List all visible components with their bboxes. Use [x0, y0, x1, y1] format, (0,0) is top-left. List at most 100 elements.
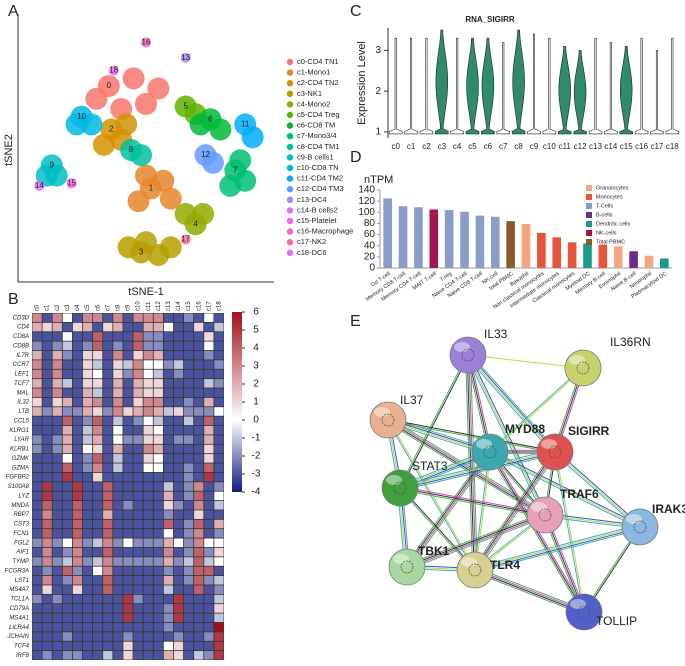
- network-edge: [475, 567, 586, 611]
- heatmap-cell: [163, 332, 174, 341]
- heatmap-cell: [72, 622, 83, 632]
- heatmap-cell: [183, 360, 194, 369]
- heatmap-cell: [143, 613, 153, 623]
- heatmap-cell: [42, 322, 52, 332]
- column-label: c8: [115, 304, 121, 311]
- heatmap-cell: [204, 500, 214, 510]
- y-tick-label: 20: [364, 251, 376, 262]
- network-edge: [555, 451, 586, 612]
- network-edge: [476, 453, 558, 572]
- heatmap-cell: [113, 482, 123, 491]
- heatmap-cell: [72, 454, 83, 463]
- heatmap-cell: [183, 594, 194, 604]
- heatmap-cell: [163, 444, 174, 454]
- heatmap-cell: [163, 388, 174, 398]
- heatmap-cell: [194, 454, 204, 463]
- heatmap-cell: [42, 332, 52, 341]
- column-label: c5: [85, 304, 91, 311]
- column-label: c17: [206, 301, 212, 311]
- heatmap-cell: [93, 397, 103, 407]
- x-tick-label: c7: [499, 142, 508, 151]
- network-edge: [468, 354, 477, 570]
- heatmap-cell: [214, 651, 224, 660]
- heatmap-cell: [72, 604, 83, 613]
- heatmap-cell: [214, 500, 224, 510]
- heatmap-cell: [42, 529, 52, 538]
- heatmap-cell: [163, 407, 174, 416]
- heatmap-cell: [32, 575, 42, 585]
- node-structure: [483, 445, 497, 459]
- violin: [619, 46, 633, 135]
- legend-swatch: [586, 212, 592, 218]
- legend-label: c4-Mono2: [297, 99, 330, 108]
- heatmap-cell: [204, 397, 214, 407]
- heatmap-cell: [93, 529, 103, 538]
- heatmap-cell: [103, 444, 113, 454]
- heatmap-cell: [214, 407, 224, 416]
- heatmap-cell: [214, 332, 224, 341]
- heatmap-cell: [72, 463, 83, 473]
- heatmap-cell: [194, 500, 204, 510]
- heatmap-cell: [93, 332, 103, 341]
- heatmap-cell: [113, 585, 123, 594]
- heatmap-cell: [123, 360, 133, 369]
- heatmap-cell: [123, 529, 133, 538]
- row-label: LILRA4: [9, 625, 30, 631]
- heatmap-cell: [143, 651, 153, 660]
- heatmap-cell: [93, 425, 103, 435]
- heatmap-cell: [103, 547, 113, 557]
- heatmap-cell: [143, 332, 153, 341]
- heatmap-cell: [62, 369, 73, 379]
- heatmap-cell: [32, 313, 42, 322]
- heatmap-cell: [62, 622, 73, 632]
- cluster-point: [85, 87, 108, 110]
- heatmap-cell: [173, 566, 184, 576]
- row-label: IL32: [17, 400, 29, 406]
- y-tick-label: 120: [358, 196, 375, 207]
- heatmap-cell: [143, 313, 153, 322]
- heatmap-cell: [82, 529, 93, 538]
- heatmap-cell: [163, 369, 174, 379]
- heatmap-cell: [42, 350, 52, 360]
- heatmap-cell: [32, 613, 42, 623]
- heatmap-cell: [52, 491, 62, 501]
- heatmap-cell: [82, 379, 93, 388]
- heatmap-cell: [214, 632, 224, 641]
- row-label: IL7R: [16, 353, 29, 359]
- heatmap-cell: [62, 360, 73, 369]
- heatmap-cell: [72, 566, 83, 576]
- x-tick-label: c16: [635, 142, 648, 151]
- heatmap-cell: [183, 341, 194, 351]
- heatmap-cell: [123, 632, 133, 641]
- heatmap-cell: [82, 388, 93, 398]
- heatmap-cell: [113, 510, 123, 519]
- heatmap-cell: [72, 632, 83, 641]
- network-edge: [473, 571, 584, 615]
- heatmap-cell: [123, 388, 133, 398]
- heatmap-cell: [72, 350, 83, 360]
- heatmap-cell: [183, 557, 194, 566]
- heatmap-cell: [72, 529, 83, 538]
- heatmap-cell: [103, 454, 113, 463]
- heatmap-cell: [93, 491, 103, 501]
- heatmap-cell: [62, 313, 73, 322]
- heatmap-cell: [32, 538, 42, 548]
- heatmap-cell: [153, 482, 163, 491]
- cluster-label: 1: [149, 184, 154, 193]
- heatmap-cell: [214, 379, 224, 388]
- heatmap-cell: [143, 425, 153, 435]
- heatmap-cell: [183, 547, 194, 557]
- heatmap-cell: [113, 622, 123, 632]
- heatmap-cell: [93, 575, 103, 585]
- heatmap-cell: [72, 313, 83, 322]
- heatmap-cell: [204, 566, 214, 576]
- heatmap-cell: [194, 322, 204, 332]
- panel-letter: E: [350, 313, 361, 330]
- heatmap-cell: [103, 557, 113, 566]
- heatmap-cell: [72, 416, 83, 426]
- heatmap-cell: [93, 557, 103, 566]
- heatmap-cell: [32, 332, 42, 341]
- heatmap-cell: [214, 613, 224, 623]
- bar: [583, 243, 592, 268]
- heatmap-cell: [123, 482, 133, 491]
